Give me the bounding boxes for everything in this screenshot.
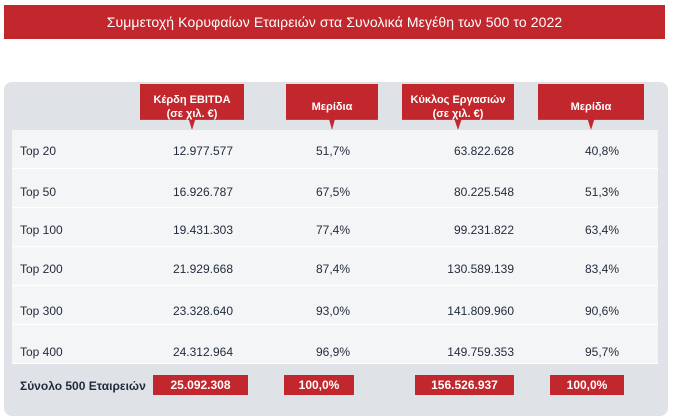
row-label: Top 400 (20, 345, 63, 359)
header-ebitda-share-label: Μερίδια (311, 101, 353, 113)
table-row: Top 200 21.929.668 87,4% 130.589.139 83,… (12, 247, 658, 286)
header-turnover-title: Κύκλος Εργασιών (410, 94, 506, 106)
header-turnover-unit: (σε χιλ. €) (432, 108, 484, 120)
row-label: Top 50 (20, 185, 57, 199)
total-turnover: 156.526.937 (415, 375, 514, 395)
ebitda-share-value: 77,4% (315, 223, 350, 237)
total-label: Σύνολο 500 Εταιρειών (20, 379, 146, 393)
table-row: Top 50 16.926.787 67,5% 80.225.548 51,3% (12, 169, 658, 208)
turnover-value: 99.231.822 (453, 223, 514, 237)
turnover-share-value: 90,6% (584, 304, 619, 318)
ebitda-share-value: 67,5% (315, 185, 350, 199)
ebitda-value: 21.929.668 (172, 262, 233, 276)
table-row: Top 100 19.431.303 77,4% 99.231.822 63,4… (12, 208, 658, 247)
turnover-share-value: 40,8% (584, 144, 619, 158)
row-label: Top 300 (20, 304, 63, 318)
header-ebitda-title: Κέρδη EBITDA (153, 94, 231, 106)
turnover-share-value: 95,7% (584, 345, 619, 359)
ebitda-share-value: 51,7% (315, 144, 350, 158)
table-title: Συμμετοχή Κορυφαίων Εταιρειών στα Συνολι… (4, 5, 665, 39)
row-label: Top 200 (20, 262, 63, 276)
table-row: Top 300 23.328.640 93,0% 141.809.960 90,… (12, 286, 658, 325)
total-ebitda: 25.092.308 (153, 375, 248, 395)
table-row: Top 400 24.312.964 96,9% 149.759.353 95,… (12, 325, 658, 364)
ebitda-share-value: 93,0% (315, 304, 350, 318)
total-turnover-share: 100,0% (550, 375, 624, 395)
table-row: Top 20 12.977.577 51,7% 63.822.628 40,8% (12, 130, 658, 169)
total-ebitda-share: 100,0% (284, 375, 354, 395)
row-label: Top 20 (20, 144, 57, 158)
ebitda-share-value: 87,4% (315, 262, 350, 276)
header-ebitda-unit: (σε χιλ. €) (166, 108, 218, 120)
row-label: Top 100 (20, 223, 63, 237)
turnover-value: 63.822.628 (453, 144, 514, 158)
turnover-share-value: 83,4% (584, 262, 619, 276)
ebitda-value: 12.977.577 (172, 144, 233, 158)
ebitda-value: 16.926.787 (172, 185, 233, 199)
turnover-value: 80.225.548 (453, 185, 514, 199)
ebitda-value: 24.312.964 (172, 345, 233, 359)
ebitda-share-value: 96,9% (315, 345, 350, 359)
turnover-value: 130.589.139 (447, 262, 514, 276)
turnover-value: 141.809.960 (447, 304, 514, 318)
turnover-share-value: 51,3% (584, 185, 619, 199)
header-turnover-share-label: Μερίδια (570, 101, 612, 113)
turnover-value: 149.759.353 (447, 345, 514, 359)
ebitda-value: 23.328.640 (172, 304, 233, 318)
turnover-share-value: 63,4% (584, 223, 619, 237)
total-row: Σύνολο 500 Εταιρειών 25.092.308 100,0% 1… (12, 370, 658, 406)
ebitda-value: 19.431.303 (172, 223, 233, 237)
